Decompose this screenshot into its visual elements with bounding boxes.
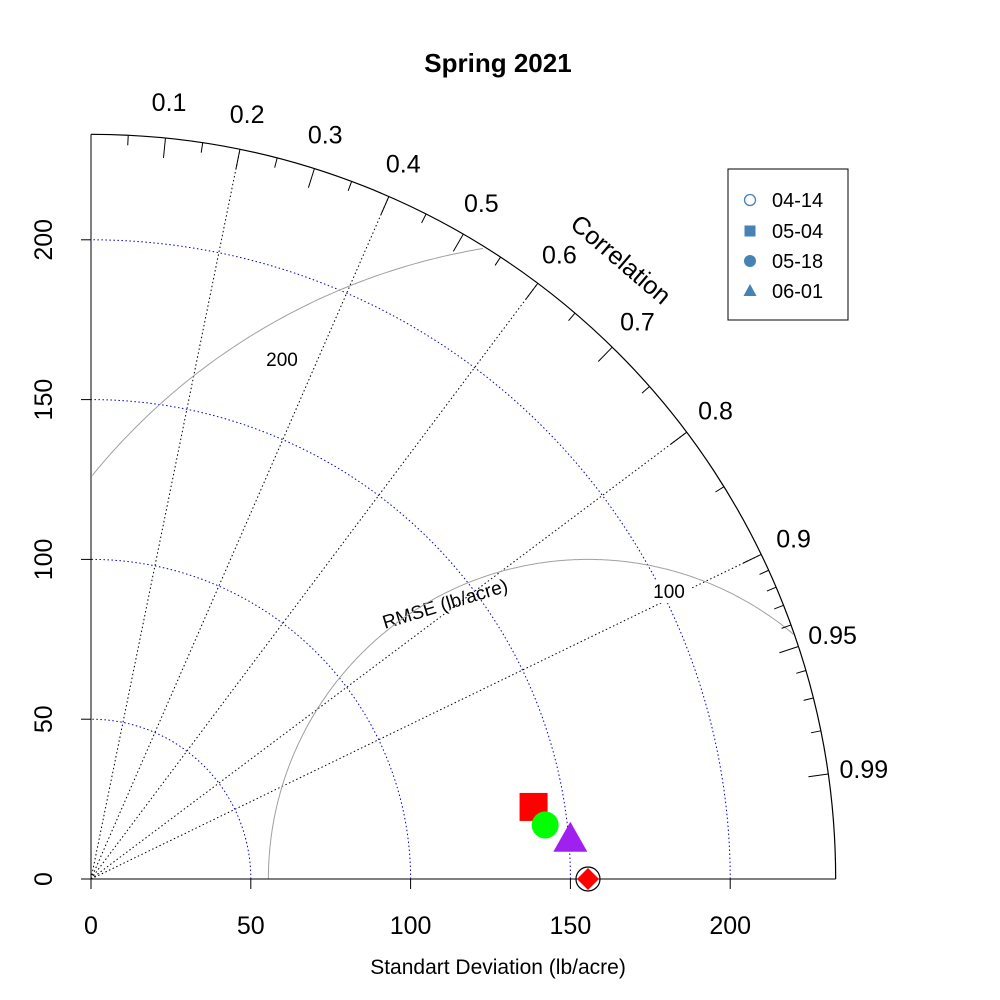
- x-tick-label: 100: [390, 912, 432, 940]
- rmse-contour-label: 200: [266, 350, 298, 371]
- correlation-line: [90, 431, 688, 880]
- model-circle-marker: [531, 811, 559, 839]
- legend-label: 06-01: [772, 281, 823, 303]
- correlation-major-tick: [670, 431, 688, 445]
- correlation-tick-label: 0.8: [698, 398, 733, 426]
- legend-entry: 05-04: [744, 221, 823, 243]
- correlation-major-tick: [452, 233, 464, 252]
- correlation-minor-tick: [781, 624, 792, 629]
- y-tick-label: 100: [30, 539, 58, 581]
- correlation-major-tick: [380, 196, 390, 216]
- rmse-contour-label: 100: [653, 582, 685, 603]
- legend-entry: 04-14: [743, 190, 823, 212]
- correlation-major-tick: [742, 553, 762, 564]
- correlation-minor-tick: [200, 142, 204, 153]
- correlation-tick-label: 0.4: [386, 151, 421, 179]
- x-tick-label: 150: [550, 912, 592, 940]
- correlation-major-tick: [235, 149, 241, 170]
- correlation-tick-label: 0.3: [308, 121, 343, 149]
- legend-label: 04-14: [772, 190, 823, 212]
- correlation-minor-tick: [421, 213, 427, 224]
- correlation-minor-tick: [127, 135, 129, 146]
- correlation-major-tick: [307, 168, 315, 188]
- correlation-minor-tick: [347, 181, 353, 191]
- legend-open-circle-marker: [743, 193, 757, 207]
- correlation-minor-tick: [759, 569, 769, 575]
- legend-label: 05-04: [772, 221, 823, 243]
- y-tick-label: 50: [30, 705, 58, 733]
- correlation-line: [90, 282, 539, 880]
- x-tick-label: 50: [237, 912, 265, 940]
- outer-correlation-arc: [90, 133, 837, 880]
- correlation-minor-tick: [796, 670, 807, 674]
- correlation-minor-tick: [810, 730, 821, 734]
- chart-title: Spring 2021: [424, 48, 571, 78]
- correlation-major-tick: [525, 282, 539, 300]
- correlation-tick-label: 0.1: [152, 89, 187, 117]
- legend-label: 05-18: [772, 251, 823, 273]
- correlation-minor-tick: [803, 697, 814, 701]
- rmse-axis-title: RMSE (lb/acre): [380, 576, 510, 634]
- sd-arc: [90, 558, 412, 880]
- correlation-minor-tick: [715, 486, 725, 493]
- legend: 04-14 05-04 05-18 06-01: [727, 168, 849, 321]
- model-triangle-marker: [553, 821, 588, 852]
- sd-arc: [90, 399, 571, 880]
- correlation-major-tick: [808, 773, 829, 778]
- y-tick-label: 0: [30, 872, 58, 886]
- x-tick-label: 0: [84, 912, 98, 940]
- correlation-tick-label: 0.2: [230, 101, 265, 129]
- correlation-minor-tick: [494, 256, 501, 266]
- correlation-major-tick: [779, 646, 799, 654]
- correlation-axis-title: Correlation: [565, 210, 676, 311]
- correlation-tick-label: 0.7: [620, 308, 655, 336]
- legend-circle-marker: [744, 255, 756, 267]
- correlation-minor-tick: [766, 586, 777, 592]
- correlation-tick-label: 0.95: [808, 622, 857, 650]
- correlation-minor-tick: [774, 604, 784, 610]
- reference-point: [575, 866, 601, 892]
- sd-arc: [90, 718, 252, 880]
- legend-entry: 06-01: [743, 281, 823, 303]
- legend-square-marker: [744, 225, 756, 237]
- legend-triangle-marker: [743, 284, 757, 296]
- correlation-minor-tick: [568, 312, 576, 322]
- rmse-contour: [91, 248, 484, 476]
- correlation-tick-label: 0.6: [542, 241, 577, 269]
- correlation-line: [90, 196, 390, 880]
- correlation-line: [90, 553, 762, 880]
- correlation-line: [90, 149, 241, 880]
- rmse-label-bg: [260, 349, 304, 371]
- sd-arc: [90, 239, 731, 880]
- legend-entry: 05-18: [744, 251, 823, 273]
- x-axis-title: Standart Deviation (lb/acre): [370, 956, 626, 979]
- correlation-minor-tick: [641, 386, 650, 394]
- y-tick-label: 150: [30, 379, 58, 421]
- correlation-tick-label: 0.9: [776, 526, 811, 554]
- correlation-tick-label: 0.99: [840, 756, 889, 784]
- rmse-contour: [267, 558, 794, 879]
- model-diamond-marker: [576, 868, 599, 890]
- x-tick-label: 200: [709, 912, 751, 940]
- correlation-tick-label: 0.5: [464, 190, 499, 218]
- correlation-major-tick: [597, 346, 613, 362]
- correlation-major-tick: [162, 138, 166, 159]
- correlation-minor-tick: [274, 157, 278, 168]
- y-tick-label: 200: [30, 219, 58, 261]
- rmse-label-bg: [647, 581, 691, 603]
